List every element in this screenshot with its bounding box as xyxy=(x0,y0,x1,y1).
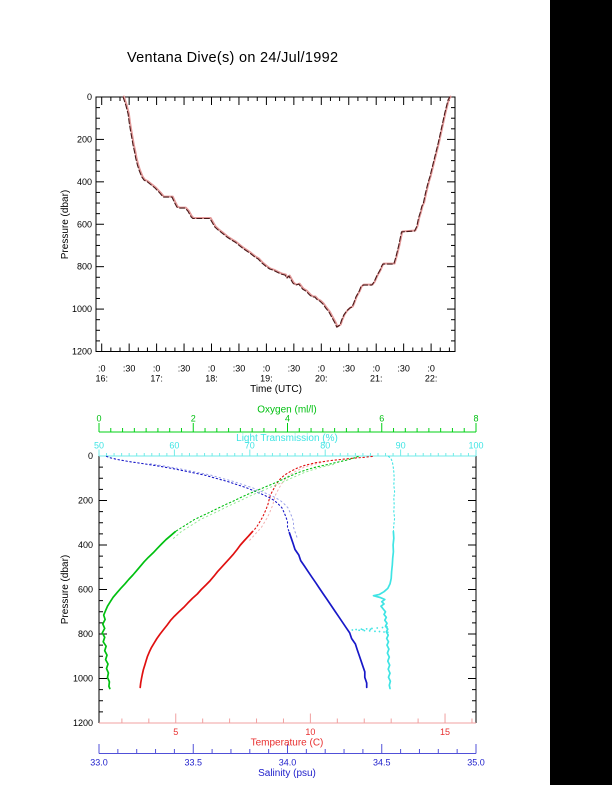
light_transmission-tick-label: 70 xyxy=(245,441,255,451)
salinity-tick-label: 33.5 xyxy=(184,758,202,768)
salinity-tick-label: 34.0 xyxy=(279,758,297,768)
temperature-tick-label: 10 xyxy=(305,727,315,737)
pressure-tick-label: 400 xyxy=(77,177,92,187)
oxygen-tick-label: 4 xyxy=(285,414,290,424)
pressure-tick-label: 1200 xyxy=(73,718,93,728)
light-transmission-particle-scatter xyxy=(378,630,381,633)
bottom-pressure-axis-label: Pressure (dbar) xyxy=(60,555,71,624)
light_transmission-tick-label: 50 xyxy=(94,441,104,451)
bottom-profiles-plot: 0 200 400 600 800 1000 1200 0 2 4 6 8 50 60 70 80 90 100 5… xyxy=(60,405,485,780)
time-tick-label: :30 xyxy=(123,364,136,374)
salinity-profile xyxy=(288,531,368,689)
light_transmission-tick-label: 60 xyxy=(169,441,179,451)
temperature-tick-label: 5 xyxy=(173,727,178,737)
time-tick-label: :0 xyxy=(153,364,161,374)
right-black-strip xyxy=(550,0,612,785)
oxygen-tick-label: 0 xyxy=(96,414,101,424)
light-transmission-particle-scatter xyxy=(374,630,376,633)
pressure-tick-label: 0 xyxy=(87,92,92,102)
time-tick-label: :30 xyxy=(342,364,355,374)
light-transmission-particle-scatter xyxy=(363,629,366,632)
page-title: Ventana Dive(s) on 24/Jul/1992 xyxy=(127,50,339,66)
temperature-profile-upcast xyxy=(248,462,322,541)
top-plot-marks: :0:30:0:30:0:30:0:30:0:30:0:30:016: 17: 18… xyxy=(72,92,456,384)
light-transmission-particle-scatter xyxy=(362,628,364,631)
salinity-profile-shallow xyxy=(105,455,292,539)
temperature-profile-shallow xyxy=(247,455,373,537)
temperature-tick-label: 15 xyxy=(440,727,450,737)
pressure-tick-label: 1000 xyxy=(72,304,92,314)
salinity-profile-upcast xyxy=(149,463,298,539)
pressure-tick-label: 200 xyxy=(77,134,92,144)
time-tick-label: :0 xyxy=(98,364,106,374)
salinity-tick-label: 33.0 xyxy=(90,758,108,768)
temperature-axis-label: Temperature (C) xyxy=(251,738,324,749)
pressure-tick-label: 600 xyxy=(78,585,93,595)
dive-profile-curve xyxy=(122,96,451,328)
time-tick-label: :0 xyxy=(372,364,380,374)
pressure-tick-label: 1000 xyxy=(73,674,93,684)
pressure-tick-label: 0 xyxy=(88,451,93,461)
light-transmission-particle-scatter xyxy=(368,629,371,632)
light-transmission-profile xyxy=(372,530,395,690)
oxygen-tick-label: 2 xyxy=(191,414,196,424)
time-hour-label: 17: xyxy=(150,374,163,384)
oxygen-profile-upcast xyxy=(171,464,335,541)
pressure-tick-label: 800 xyxy=(77,262,92,272)
light-transmission-particle-scatter xyxy=(381,626,384,629)
time-tick-label: :0 xyxy=(427,364,435,374)
salinity-tick-label: 35.0 xyxy=(467,758,485,768)
light_transmission-tick-label: 80 xyxy=(320,441,330,451)
bottom-plot-marks: 0 200 400 600 800 1000 1200 0 2 4 6 8 50 60 70 80 90 100 5… xyxy=(73,414,485,768)
oxygen-profile-shallow xyxy=(170,455,359,537)
top-plot-frame xyxy=(95,96,456,352)
salinity-axis-label: Salinity (psu) xyxy=(258,768,316,779)
time-tick-label: :30 xyxy=(397,364,410,374)
light_transmission-tick-label: 100 xyxy=(468,441,483,451)
top-dive-profile-plot: :0:30:0:30:0:30:0:30:0:30:0:30:016: 17: 18… xyxy=(60,92,456,395)
time-tick-label: :30 xyxy=(288,364,301,374)
time-tick-label: :0 xyxy=(208,364,216,374)
time-tick-label: :0 xyxy=(318,364,326,374)
time-hour-label: 20: xyxy=(315,374,328,384)
oxygen-tick-label: 6 xyxy=(379,414,384,424)
pressure-tick-label: 600 xyxy=(77,219,92,229)
light-transmission-particle-scatter xyxy=(358,629,361,632)
light-transmission-particle-scatter xyxy=(376,627,379,629)
time-tick-label: :30 xyxy=(178,364,191,374)
time-hour-label: 22: xyxy=(425,374,438,384)
time-hour-label: 18: xyxy=(205,374,218,384)
time-tick-label: :0 xyxy=(263,364,271,374)
light-transmission-axis-label: Light Transmission (%) xyxy=(236,433,338,444)
light-transmission-particle-scatter xyxy=(371,627,373,630)
oxygen-profile xyxy=(101,530,177,690)
light-transmission-particle-scatter xyxy=(351,629,354,631)
light-transmission-particle-scatter xyxy=(386,631,389,634)
pressure-tick-label: 400 xyxy=(78,540,93,550)
light-transmission-particle-scatter xyxy=(383,631,385,633)
time-hour-label: 19: xyxy=(260,374,273,384)
light-transmission-particle-scatter xyxy=(360,628,363,631)
salinity-tick-label: 34.5 xyxy=(373,758,391,768)
light-transmission-particle-scatter xyxy=(386,625,388,628)
light-transmission-particle-scatter xyxy=(355,628,358,631)
time-tick-label: :30 xyxy=(233,364,246,374)
light-transmission-particle-scatter xyxy=(365,627,368,630)
top-pressure-axis-label: Pressure (dbar) xyxy=(60,190,71,259)
temperature-profile xyxy=(139,530,254,689)
time-hour-label: 16: xyxy=(95,374,108,384)
oxygen-tick-label: 8 xyxy=(473,414,478,424)
pressure-tick-label: 1200 xyxy=(72,347,92,357)
oxygen-axis-label: Oxygen (ml/l) xyxy=(257,405,316,416)
light-transmission-particle-scatter xyxy=(369,628,372,631)
time-hour-label: 21: xyxy=(370,374,383,384)
dive-profile-fringe xyxy=(122,95,452,328)
pressure-tick-label: 800 xyxy=(78,629,93,639)
light-transmission-profile-shallow xyxy=(387,455,396,539)
pressure-tick-label: 200 xyxy=(78,496,93,506)
time-axis-label: Time (UTC) xyxy=(250,384,302,395)
light_transmission-tick-label: 90 xyxy=(396,441,406,451)
